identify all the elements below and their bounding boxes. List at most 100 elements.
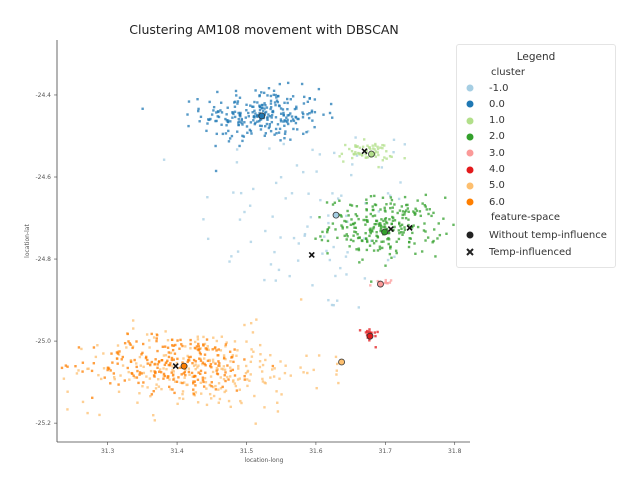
cluster-5-point bbox=[251, 331, 255, 334]
cluster-2-point bbox=[401, 233, 404, 236]
cluster-5-point bbox=[208, 392, 212, 396]
cluster-5-point bbox=[175, 361, 179, 365]
cluster-6-point bbox=[107, 366, 110, 369]
cluster-2-point bbox=[386, 237, 389, 241]
cluster-6-point bbox=[196, 378, 200, 382]
cluster-0-point bbox=[283, 132, 287, 136]
cluster-0-point bbox=[256, 120, 259, 123]
cluster-5-point bbox=[199, 381, 203, 384]
cluster-5-point bbox=[145, 333, 149, 336]
cluster-6-point bbox=[197, 348, 200, 352]
cluster--1-point bbox=[282, 142, 285, 146]
cluster--1-point bbox=[330, 303, 334, 307]
cluster-2-point bbox=[352, 234, 355, 237]
cluster-5-point bbox=[66, 408, 69, 411]
cluster-6-point bbox=[204, 364, 207, 367]
cluster--1-point bbox=[302, 170, 305, 174]
cluster-6-point bbox=[90, 369, 94, 373]
cluster-0-point bbox=[289, 112, 292, 115]
cluster-2-point bbox=[369, 195, 373, 198]
cluster-6-point bbox=[215, 349, 218, 352]
cluster-2-point bbox=[397, 229, 400, 232]
cluster-5-point bbox=[141, 385, 144, 388]
cluster-6-point bbox=[166, 376, 169, 379]
cluster-6-point bbox=[130, 371, 133, 375]
cluster-5-point bbox=[215, 366, 219, 370]
cluster-5-point bbox=[233, 340, 237, 343]
cluster-6-point bbox=[204, 347, 207, 350]
cluster-1-point bbox=[379, 146, 382, 149]
cluster-6-point bbox=[138, 371, 142, 374]
cluster-2-point bbox=[384, 217, 388, 220]
cluster-0-point bbox=[270, 113, 274, 117]
cluster-0-point bbox=[306, 113, 309, 116]
cluster-2-point bbox=[424, 230, 427, 233]
cluster-5-point bbox=[81, 400, 85, 404]
cluster-6-point bbox=[229, 369, 232, 372]
cluster-2-point bbox=[318, 216, 321, 219]
cluster-1-point bbox=[374, 155, 378, 158]
cluster-0-point bbox=[256, 115, 259, 118]
cluster-6-point bbox=[145, 355, 148, 359]
cluster-0-point bbox=[241, 139, 244, 143]
cluster-0-point bbox=[271, 109, 275, 113]
cluster--1-point bbox=[202, 218, 205, 221]
chart-title: Clustering AM108 movement with DBSCAN bbox=[129, 22, 398, 37]
cluster-2-point bbox=[437, 222, 440, 225]
cluster-swatch-icon bbox=[465, 100, 475, 108]
cluster-5-point bbox=[98, 413, 101, 417]
cluster-0-point bbox=[317, 87, 321, 91]
cluster--1-point bbox=[344, 255, 348, 258]
cluster-6-point bbox=[181, 344, 184, 348]
cluster-1-point bbox=[390, 155, 393, 159]
cluster-0-point bbox=[198, 120, 201, 123]
cluster-5-point bbox=[131, 345, 135, 348]
cluster-2-point bbox=[379, 229, 382, 233]
cluster-0-point bbox=[259, 118, 262, 121]
cluster-6-point bbox=[199, 359, 203, 362]
cluster-5-point bbox=[220, 367, 223, 371]
cluster-0-point bbox=[291, 95, 295, 98]
cluster-6-point bbox=[103, 376, 106, 379]
cluster-1-point bbox=[373, 148, 376, 151]
cluster-0-point bbox=[233, 115, 237, 119]
cluster-6-point bbox=[176, 357, 179, 361]
cluster-2-point bbox=[425, 208, 428, 211]
cluster-5-point bbox=[119, 374, 122, 377]
cluster-0-point bbox=[244, 116, 247, 119]
cluster-swatch-icon bbox=[465, 117, 475, 125]
cluster-2-point bbox=[382, 225, 385, 229]
cluster-5-point bbox=[157, 385, 161, 388]
cluster--1-point bbox=[403, 143, 406, 146]
cluster-0-point bbox=[233, 105, 237, 108]
cluster-4-point bbox=[370, 331, 373, 334]
cluster-0-point bbox=[292, 127, 295, 131]
cluster-5-point bbox=[169, 388, 172, 391]
cluster-6-point bbox=[164, 361, 168, 365]
cluster-2-point bbox=[388, 218, 391, 221]
cluster-2-point bbox=[391, 210, 394, 213]
cluster--1-point bbox=[271, 215, 274, 218]
cluster-0-point bbox=[286, 101, 289, 105]
cluster-2-point bbox=[369, 227, 372, 230]
cluster-2-point bbox=[343, 219, 346, 223]
cluster-0-point bbox=[205, 129, 208, 133]
centroid-temp-influenced bbox=[387, 226, 394, 233]
cluster--1-point bbox=[290, 192, 294, 195]
cluster-5-point bbox=[250, 348, 253, 351]
centroid-without-temp bbox=[338, 358, 345, 366]
cluster-2-point bbox=[419, 214, 422, 218]
cluster-2-point bbox=[401, 210, 405, 213]
cluster-5-point bbox=[199, 357, 202, 361]
x-tick-label: 31.3 bbox=[101, 448, 115, 455]
cluster-6-point bbox=[177, 376, 180, 379]
cluster-0-point bbox=[286, 97, 289, 101]
cluster-0-point bbox=[265, 106, 269, 109]
cluster-0-point bbox=[275, 132, 278, 135]
cluster-0-point bbox=[238, 113, 241, 117]
legend-item-cluster: 0.0 bbox=[465, 97, 505, 111]
cluster-5-point bbox=[258, 360, 262, 363]
cluster-1-point bbox=[366, 156, 370, 159]
cluster-6-point bbox=[150, 360, 154, 364]
cluster-6-point bbox=[156, 366, 159, 370]
